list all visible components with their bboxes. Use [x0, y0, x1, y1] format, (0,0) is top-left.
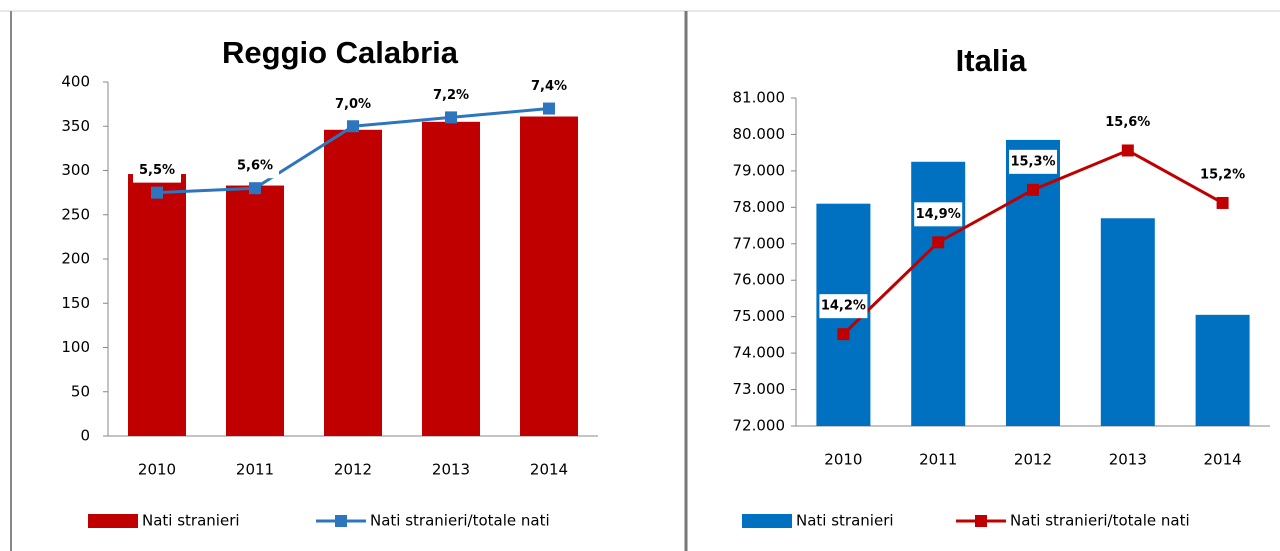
chart-title: Reggio Calabria — [222, 35, 459, 70]
data-label: 15,3% — [1010, 154, 1055, 169]
data-label-bg — [1103, 110, 1152, 135]
legend-label: Nati stranieri — [796, 512, 894, 530]
y-tick-label: 300 — [61, 161, 90, 179]
y-tick-label: 50 — [71, 382, 90, 400]
y-tick-label: 80.000 — [733, 125, 786, 143]
y-tick-label: 250 — [61, 205, 90, 223]
data-label-bg — [525, 74, 573, 99]
data-label: 7,2% — [433, 88, 469, 103]
x-tick-label: 2012 — [1014, 451, 1052, 469]
data-label: 15,2% — [1200, 167, 1245, 182]
x-tick-label: 2010 — [138, 461, 176, 479]
bar — [422, 121, 480, 436]
y-tick-label: 79.000 — [733, 161, 786, 179]
point — [932, 236, 945, 249]
data-label-bg — [819, 294, 868, 319]
legend-label: Nati stranieri — [142, 512, 240, 530]
data-label-bg — [1198, 162, 1247, 187]
point — [1216, 196, 1229, 209]
legend-label: Nati stranieri/totale nati — [370, 512, 550, 530]
y-tick-label: 100 — [61, 338, 90, 356]
x-tick-label: 2013 — [1109, 451, 1147, 469]
bar — [1100, 218, 1155, 426]
x-tick-label: 2014 — [530, 461, 568, 479]
data-label: 5,6% — [237, 159, 273, 174]
y-tick-label: 77.000 — [733, 234, 786, 252]
data-label-bg — [329, 92, 377, 117]
y-tick-label: 74.000 — [733, 344, 786, 362]
point — [1027, 183, 1039, 196]
legend-marker — [975, 515, 987, 527]
data-label: 7,0% — [335, 97, 371, 112]
point — [1121, 144, 1134, 157]
bar — [128, 174, 186, 437]
y-tick-label: 200 — [61, 250, 90, 268]
y-tick-label: 150 — [61, 294, 90, 312]
chart-title: Italia — [956, 43, 1027, 78]
point — [249, 182, 261, 195]
x-tick-label: 2012 — [334, 461, 372, 479]
data-label-bg — [1009, 149, 1057, 174]
y-tick-label: 76.000 — [733, 271, 786, 289]
point — [445, 111, 457, 124]
y-tick-label: 78.000 — [733, 198, 786, 216]
y-tick-label: 350 — [61, 117, 90, 135]
bar — [1195, 314, 1250, 426]
legend-marker — [335, 515, 347, 527]
data-label-bg — [133, 158, 181, 183]
bar — [226, 185, 284, 436]
data-label: 15,6% — [1105, 115, 1150, 130]
x-tick-label: 2010 — [824, 451, 862, 469]
x-tick-label: 2011 — [236, 461, 274, 479]
x-tick-label: 2013 — [432, 461, 470, 479]
data-label: 14,2% — [821, 299, 866, 314]
data-label-bg — [427, 83, 475, 108]
x-tick-label: 2011 — [919, 451, 957, 469]
data-label-bg — [231, 154, 279, 179]
data-label: 14,9% — [916, 207, 961, 222]
point — [347, 120, 359, 133]
y-tick-label: 81.000 — [733, 89, 786, 107]
point — [837, 328, 850, 341]
y-tick-label: 400 — [61, 73, 90, 91]
data-label-bg — [914, 202, 963, 227]
y-tick-label: 75.000 — [733, 307, 786, 325]
legend-label: Nati stranieri/totale nati — [1010, 512, 1190, 530]
bar — [520, 116, 578, 436]
y-tick-label: 72.000 — [733, 417, 786, 435]
x-tick-label: 2014 — [1204, 451, 1242, 469]
legend-swatch — [742, 514, 792, 528]
point — [543, 102, 555, 115]
bar — [324, 129, 382, 437]
data-label: 5,5% — [139, 163, 175, 178]
bar — [911, 161, 966, 426]
legend-swatch — [88, 514, 138, 528]
y-tick-label: 73.000 — [733, 380, 786, 398]
data-label: 7,4% — [531, 79, 567, 94]
y-tick-label: 0 — [80, 427, 90, 445]
point — [151, 186, 163, 199]
